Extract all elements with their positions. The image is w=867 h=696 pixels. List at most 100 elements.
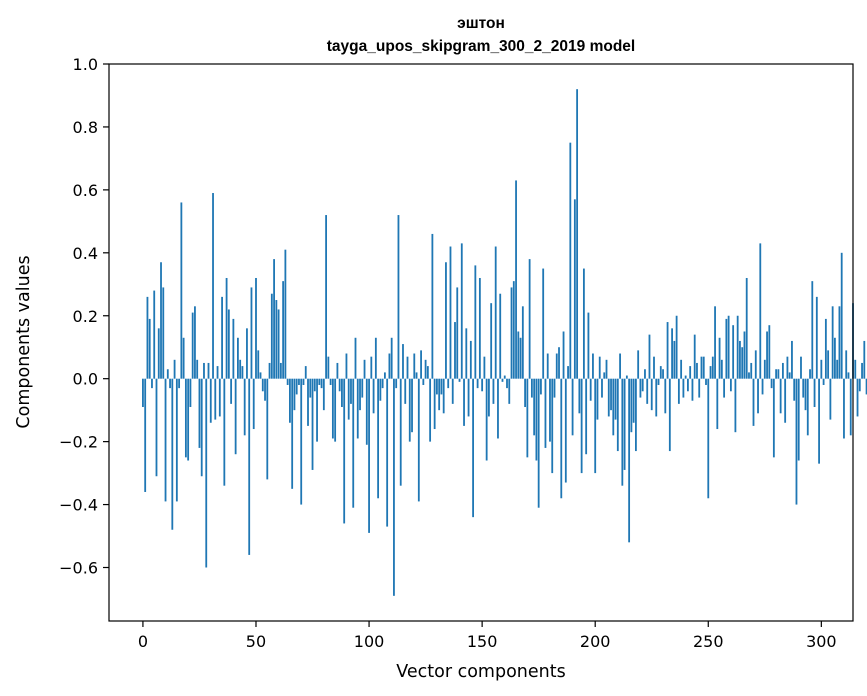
bar bbox=[666, 322, 669, 379]
bar bbox=[417, 378, 420, 502]
bar bbox=[623, 378, 626, 470]
bar bbox=[157, 328, 160, 379]
bar bbox=[815, 296, 818, 379]
bar bbox=[540, 378, 542, 395]
bar bbox=[639, 378, 642, 398]
bar bbox=[813, 378, 816, 408]
bar bbox=[395, 378, 398, 389]
bar bbox=[603, 372, 606, 379]
y-tick-label: −0.6 bbox=[59, 559, 98, 578]
bar bbox=[517, 331, 520, 379]
bar bbox=[677, 378, 680, 404]
x-tick-label: 150 bbox=[467, 632, 498, 651]
bar bbox=[429, 378, 432, 442]
bar bbox=[424, 359, 427, 379]
x-tick-label: 100 bbox=[354, 632, 385, 651]
bar bbox=[571, 378, 574, 436]
bar bbox=[365, 378, 368, 445]
bar bbox=[693, 334, 696, 379]
bar bbox=[542, 268, 545, 379]
bar bbox=[187, 378, 190, 461]
bar bbox=[558, 347, 560, 379]
bar bbox=[797, 378, 800, 461]
bar bbox=[458, 378, 461, 382]
bar bbox=[230, 378, 233, 404]
bar bbox=[861, 362, 863, 379]
bar bbox=[831, 306, 834, 379]
bar bbox=[447, 378, 450, 389]
bar bbox=[607, 378, 610, 417]
bar bbox=[374, 337, 377, 379]
bar bbox=[754, 350, 757, 379]
bar bbox=[454, 322, 456, 379]
bar bbox=[714, 306, 716, 379]
bar bbox=[702, 356, 705, 379]
bar bbox=[725, 318, 728, 379]
bar bbox=[612, 378, 615, 436]
bar bbox=[727, 315, 730, 379]
bar bbox=[309, 378, 312, 398]
bar bbox=[264, 378, 266, 401]
bar bbox=[420, 350, 422, 379]
bar bbox=[329, 378, 332, 385]
bar bbox=[772, 378, 775, 458]
bar bbox=[648, 334, 651, 379]
bar bbox=[343, 378, 346, 524]
bar bbox=[433, 378, 436, 430]
x-tick-label: 250 bbox=[693, 632, 724, 651]
bar bbox=[460, 243, 463, 379]
bar bbox=[350, 378, 352, 404]
bar bbox=[585, 378, 588, 455]
bar bbox=[347, 378, 350, 420]
bar bbox=[239, 359, 242, 379]
bar bbox=[528, 259, 531, 379]
bar bbox=[399, 378, 402, 486]
bar bbox=[682, 378, 685, 398]
bar bbox=[155, 378, 158, 477]
bar bbox=[601, 378, 603, 398]
bar bbox=[406, 356, 409, 379]
bar bbox=[194, 306, 196, 379]
bar bbox=[372, 378, 375, 414]
bar bbox=[160, 262, 162, 379]
bar bbox=[359, 378, 361, 411]
bar bbox=[216, 366, 219, 379]
bar bbox=[153, 290, 156, 379]
bar bbox=[795, 378, 798, 505]
bar bbox=[736, 315, 739, 379]
bar bbox=[449, 246, 452, 379]
bar bbox=[592, 353, 594, 379]
bar bbox=[203, 362, 205, 379]
bar bbox=[402, 344, 404, 379]
bar bbox=[275, 300, 278, 379]
bar bbox=[544, 378, 547, 448]
bar bbox=[472, 378, 474, 518]
bar bbox=[689, 366, 692, 379]
bar bbox=[535, 378, 538, 461]
x-tick-label: 200 bbox=[580, 632, 611, 651]
bar bbox=[562, 331, 565, 379]
bar bbox=[691, 378, 694, 401]
bar bbox=[779, 378, 782, 414]
bar bbox=[293, 378, 296, 411]
bar bbox=[854, 359, 857, 379]
bar bbox=[268, 362, 271, 379]
bar bbox=[533, 378, 536, 436]
bar bbox=[338, 378, 341, 392]
bar bbox=[209, 378, 212, 423]
bar bbox=[189, 378, 192, 408]
bar bbox=[711, 356, 714, 379]
bar bbox=[316, 378, 318, 442]
bar bbox=[834, 337, 836, 379]
bar bbox=[383, 372, 386, 379]
bar bbox=[266, 378, 269, 480]
plot-frame bbox=[108, 63, 854, 622]
bar bbox=[732, 325, 735, 379]
bar bbox=[336, 362, 339, 379]
bar bbox=[858, 378, 861, 392]
bar bbox=[745, 277, 748, 379]
bar bbox=[508, 378, 511, 404]
bar bbox=[578, 378, 581, 414]
bar bbox=[352, 378, 355, 508]
